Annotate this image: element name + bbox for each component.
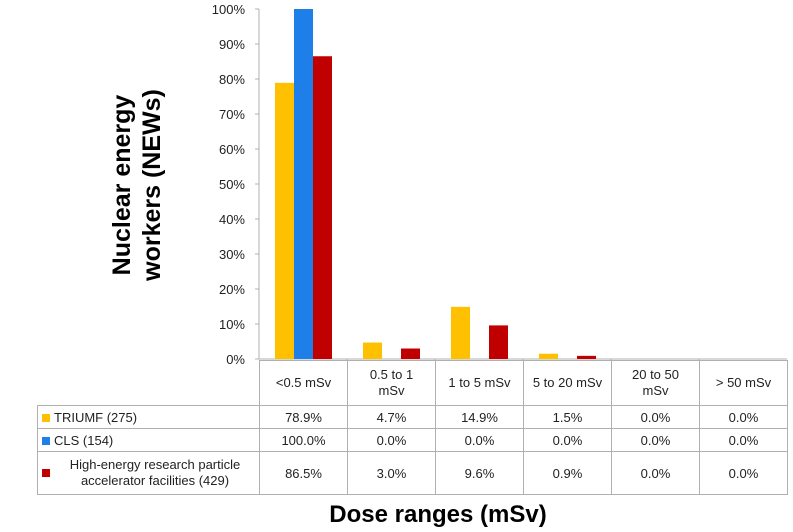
bar (577, 355, 596, 359)
data-label: 4.7% (347, 405, 436, 429)
data-label: 0.0% (523, 428, 612, 452)
table-row-cls: CLS (154) 100.0% 0.0% 0.0% 0.0% 0.0% 0.0… (37, 428, 788, 452)
data-label: 0.9% (523, 451, 612, 495)
data-label: 86.5% (259, 451, 348, 495)
table-row-triumf: TRIUMF (275) 78.9% 4.7% 14.9% 1.5% 0.0% … (37, 405, 788, 429)
series-name: TRIUMF (275) (54, 410, 138, 426)
category-label-text: 20 to 50 mSv (632, 367, 679, 398)
data-label: 14.9% (435, 405, 524, 429)
y-tick-label: 60% (219, 142, 245, 157)
category-label: 0.5 to 1 mSv (347, 360, 436, 406)
y-tick-labels: 0%10%20%30%40%50%60%70%80%90%100% (212, 2, 246, 367)
category-label: 5 to 20 mSv (523, 360, 612, 406)
table-row-accelerator: High-energy research particle accelerato… (37, 451, 788, 495)
category-label: > 50 mSv (699, 360, 788, 406)
y-tick-label: 80% (219, 72, 245, 87)
data-label: 0.0% (611, 405, 700, 429)
axis-lines (255, 8, 787, 360)
y-tick-label: 90% (219, 37, 245, 52)
y-axis-label-line-1: Nuclear energy (108, 95, 136, 276)
legend-key-accelerator (42, 469, 50, 477)
bar (294, 9, 313, 359)
data-label: 1.5% (523, 405, 612, 429)
legend-key-cls (42, 436, 50, 445)
data-label: 0.0% (435, 428, 524, 452)
y-tick-label: 10% (219, 317, 245, 332)
series-name: CLS (154) (54, 433, 114, 449)
data-label: 78.9% (259, 405, 348, 429)
series-name: High-energy research particle accelerato… (69, 457, 241, 488)
table-header-row: <0.5 mSv 0.5 to 1 mSv 1 to 5 mSv 5 to 20… (37, 360, 788, 406)
x-axis-label: Dose ranges (mSv) (329, 501, 546, 528)
bar (401, 348, 420, 359)
legend-entry-accelerator: High-energy research particle accelerato… (37, 451, 260, 495)
data-label: 0.0% (611, 428, 700, 452)
y-tick-label: 40% (219, 212, 245, 227)
y-tick-label: 100% (212, 2, 246, 17)
data-label: 9.6% (435, 451, 524, 495)
legend-entry-cls: CLS (154) (37, 428, 260, 452)
y-tick-label: 20% (219, 282, 245, 297)
category-label: 1 to 5 mSv (435, 360, 524, 406)
data-label: 0.0% (699, 451, 788, 495)
bar (539, 353, 558, 359)
category-label: 20 to 50 mSv (611, 360, 700, 406)
bar (275, 82, 294, 359)
legend-entry-triumf: TRIUMF (275) (37, 405, 260, 429)
data-label: 100.0% (259, 428, 348, 452)
data-label: 3.0% (347, 451, 436, 495)
y-tick-label: 70% (219, 107, 245, 122)
bar (313, 56, 332, 359)
data-label: 0.0% (611, 451, 700, 495)
category-label-text: 0.5 to 1 mSv (369, 367, 414, 398)
y-axis-label-line-2: workers (NEWs) (138, 89, 166, 282)
data-label: 0.0% (699, 405, 788, 429)
category-label: <0.5 mSv (259, 360, 348, 406)
y-tick-label: 30% (219, 247, 245, 262)
legend-key-triumf (42, 413, 50, 422)
bars (275, 9, 596, 359)
bar (489, 325, 508, 359)
table-corner (37, 360, 260, 406)
data-label: 0.0% (699, 428, 788, 452)
bar (363, 342, 382, 359)
data-label: 0.0% (347, 428, 436, 452)
data-table: <0.5 mSv 0.5 to 1 mSv 1 to 5 mSv 5 to 20… (37, 360, 788, 495)
bar (451, 306, 470, 359)
y-tick-label: 50% (219, 177, 245, 192)
